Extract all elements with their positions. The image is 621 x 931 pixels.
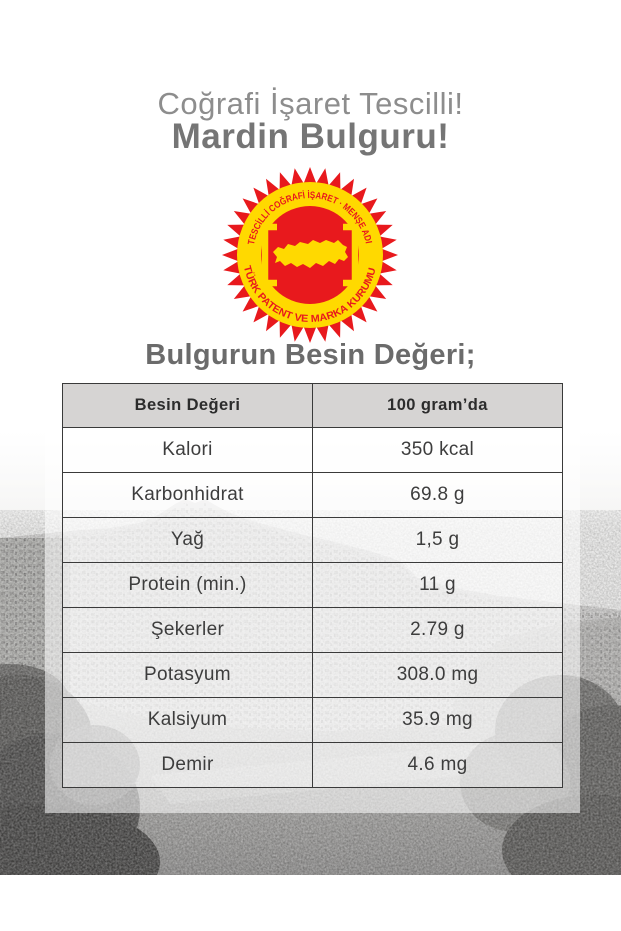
nutrient-value: 350 kcal [312, 427, 563, 473]
nutrient-value: 2.79 g [312, 607, 563, 653]
nutrition-row: Kalori 350 kcal [62, 427, 563, 473]
geographical-indication-seal: TESCİLLİ COĞRAFİ İŞARET · MENŞE ADI TÜRK… [220, 165, 400, 345]
seal-graphic: TESCİLLİ COĞRAFİ İŞARET · MENŞE ADI TÜRK… [222, 167, 398, 343]
turkey-map-icon [273, 240, 348, 268]
table-panel: Besin Değeri 100 gram’da Kalori 350 kcal K… [45, 370, 580, 813]
nutrition-row: Karbonhidrat 69.8 g [62, 472, 563, 518]
nutrient-label: Demir [62, 742, 313, 788]
header-100-gramda: 100 gram’da [312, 383, 563, 428]
nutrient-label: Potasyum [62, 652, 313, 698]
section-heading: Bulgurun Besin Değeri; [145, 339, 476, 371]
headline-line2: Mardin Bulguru! [171, 117, 450, 156]
nutrient-value: 69.8 g [312, 472, 563, 518]
nutrient-value: 4.6 mg [312, 742, 563, 788]
nutrient-label: Şekerler [62, 607, 313, 653]
left-bracket-icon [261, 223, 277, 287]
header-besin-degeri: Besin Değeri [62, 383, 313, 428]
nutrition-row: Potasyum 308.0 mg [62, 652, 563, 698]
nutrition-table: Besin Değeri 100 gram’da Kalori 350 kcal K… [62, 383, 563, 788]
nutrition-row: Yağ 1,5 g [62, 517, 563, 563]
nutrition-row: Demir 4.6 mg [62, 742, 563, 788]
nutrition-row: Şekerler 2.79 g [62, 607, 563, 653]
nutrient-label: Kalsiyum [62, 697, 313, 743]
right-bracket-icon [343, 223, 359, 287]
nutrient-value: 1,5 g [312, 517, 563, 563]
nutrient-value: 35.9 mg [312, 697, 563, 743]
nutrient-value: 308.0 mg [312, 652, 563, 698]
nutrient-label: Protein (min.) [62, 562, 313, 608]
nutrient-label: Kalori [62, 427, 313, 473]
nutrient-value: 11 g [312, 562, 563, 608]
headline-line1: Coğrafi İşaret Tescilli! [157, 86, 464, 121]
nutrition-row: Protein (min.) 11 g [62, 562, 563, 608]
nutrition-row: Kalsiyum 35.9 mg [62, 697, 563, 743]
table-header-row: Besin Değeri 100 gram’da [62, 383, 563, 428]
nutrient-label: Karbonhidrat [62, 472, 313, 518]
nutrient-label: Yağ [62, 517, 313, 563]
